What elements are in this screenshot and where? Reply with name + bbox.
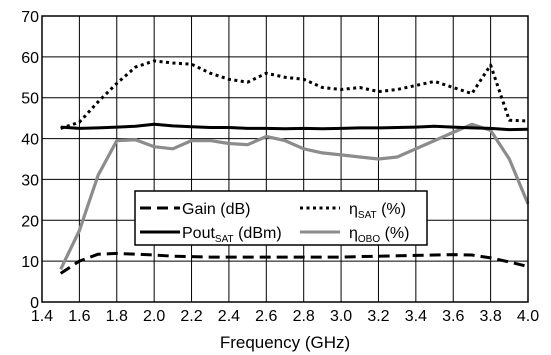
series-line-4 [59, 122, 530, 270]
y-tick-label: 20 [21, 213, 39, 230]
legend-label-part: OBO [358, 234, 380, 245]
x-tick-label: 1.4 [31, 308, 53, 325]
x-tick-label: 3.4 [405, 308, 427, 325]
x-tick-label: 4.0 [517, 308, 539, 325]
x-tick-label: 3.8 [479, 308, 501, 325]
y-tick-label: 40 [21, 132, 39, 149]
y-tick-label: 0 [30, 295, 39, 312]
legend-label-part: (%) [380, 225, 409, 242]
legend-label-part: Gain (dB) [182, 201, 250, 218]
legend-label: Gain (dB) [182, 201, 250, 218]
y-tick-label: 70 [21, 9, 39, 26]
x-axis-title: Frequency (GHz) [220, 333, 350, 352]
legend-label: PoutSAT (dBm) [182, 225, 282, 245]
x-tick-label: 2.0 [143, 308, 165, 325]
y-tick-label: 10 [21, 254, 39, 271]
legend-label-part: η [349, 225, 358, 242]
y-tick-label: 50 [21, 91, 39, 108]
x-tick-label: 2.4 [218, 308, 240, 325]
series-line-1 [59, 251, 529, 275]
x-tick-label: 2.2 [180, 308, 202, 325]
legend-box [134, 190, 428, 246]
series-line-2 [60, 122, 529, 132]
legend-label: ηSAT (%) [349, 201, 406, 221]
legend-label-part: η [349, 201, 358, 218]
y-axis-ticks: 0 10 20 30 40 50 60 70 [21, 9, 39, 312]
legend-label-part: Pout [182, 225, 215, 242]
legend-label: ηOBO (%) [349, 225, 409, 245]
y-tick-label: 30 [21, 172, 39, 189]
x-tick-label: 1.8 [106, 308, 128, 325]
plot-frame [41, 15, 529, 303]
x-tick-label: 3.2 [367, 308, 389, 325]
series-layer [59, 59, 530, 275]
legend-label-part: SAT [358, 210, 377, 221]
legend: Gain (dB)PoutSAT (dBm)ηSAT (%)ηOBO (%) [134, 190, 428, 246]
x-tick-label: 3.6 [442, 308, 464, 325]
x-axis-ticks: 1.4 1.6 1.8 2.0 2.2 2.4 2.6 2.8 3.0 3.2 3.4 3.6 3.8 4… [31, 308, 539, 325]
x-tick-label: 2.8 [293, 308, 315, 325]
y-tick-label: 60 [21, 50, 39, 67]
x-tick-label: 1.6 [68, 308, 90, 325]
grid-lines [41, 15, 529, 303]
series-line-3 [60, 59, 529, 130]
x-tick-label: 3.0 [330, 308, 352, 325]
legend-label-part: SAT [215, 234, 234, 245]
x-tick-label: 2.6 [255, 308, 277, 325]
legend-label-part: (%) [377, 201, 406, 218]
legend-label-part: (dBm) [234, 225, 282, 242]
